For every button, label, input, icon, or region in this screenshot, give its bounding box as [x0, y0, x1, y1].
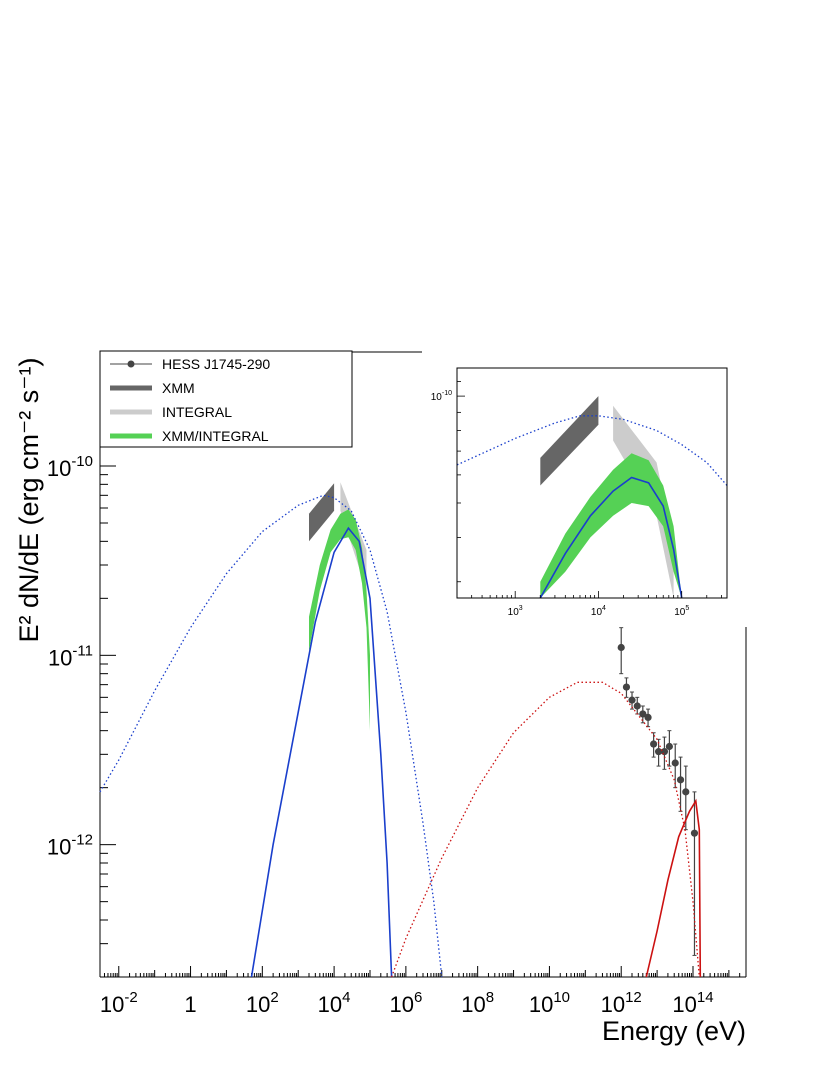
x-tick-label: 1	[184, 992, 196, 1017]
legend-marker	[127, 360, 135, 368]
inset-dotted-model-curve	[457, 415, 727, 486]
band-xmm-integral	[309, 509, 370, 731]
data-point	[633, 702, 641, 710]
x-tick-label: 10-2	[100, 989, 138, 1017]
y-tick-label: 10-12	[47, 832, 93, 860]
legend-label: HESS J1745-290	[162, 356, 270, 372]
data-point	[650, 740, 658, 748]
inset-series	[457, 396, 727, 598]
y-tick-label: 10-11	[48, 642, 93, 670]
data-point	[665, 742, 673, 751]
x-axis-title: Energy (eV)	[602, 1016, 746, 1046]
data-point	[644, 713, 652, 722]
x-tick-label: 102	[246, 989, 279, 1017]
y-axis-title: E² dN/dE (erg cm⁻² s⁻¹)	[14, 357, 44, 642]
inset-x-tick-label: 104	[591, 605, 606, 618]
data-point	[622, 683, 631, 691]
legend-label: XMM/INTEGRAL	[162, 428, 269, 444]
data-point	[676, 776, 685, 784]
inset-band-xmm-integral	[540, 453, 682, 598]
data-point	[682, 788, 690, 796]
inset-panel: 103 104 105 10-10	[425, 350, 746, 626]
x-tick-label: 106	[389, 989, 422, 1017]
x-tick-label: 104	[318, 989, 351, 1017]
data-point	[639, 710, 647, 718]
main-series	[99, 482, 702, 978]
y-tick-label: 10-10	[47, 453, 93, 481]
inset-background	[425, 350, 746, 626]
x-tick-label: 1010	[529, 989, 570, 1017]
data-point	[690, 829, 699, 837]
x-tick-label: 1014	[672, 989, 713, 1017]
legend-label: XMM	[162, 380, 195, 396]
legend-box	[99, 350, 353, 448]
inset-frame	[456, 367, 728, 599]
data-point	[671, 759, 679, 767]
x-tick-label: 108	[461, 989, 494, 1017]
data-point	[628, 696, 636, 704]
inset-band-integral	[613, 405, 674, 598]
main-axes: 10-2 1 102 104 106 108 1010 1012 1014 10-10 10-11 1…	[14, 351, 747, 1046]
solid-model-curve	[645, 798, 702, 978]
band-xmm	[309, 483, 335, 542]
solid-model-curve	[250, 526, 393, 978]
inset-band-xmm	[540, 396, 599, 486]
data-point	[654, 748, 663, 756]
legend: HESS J1745-290 XMM INTEGRAL XMM/INTEGRAL	[99, 350, 353, 448]
inset-solid-model-curve	[539, 476, 683, 598]
inset-y-tick-label: 10-10	[431, 390, 452, 403]
inset-x-tick-label: 105	[674, 605, 689, 618]
dotted-model-curve	[99, 494, 443, 978]
dotted-model-curve	[390, 681, 700, 978]
inset-x-tick-label: 103	[508, 605, 523, 618]
x-tick-label: 1012	[601, 989, 642, 1017]
data-point	[617, 643, 625, 652]
legend-label: INTEGRAL	[162, 404, 232, 420]
